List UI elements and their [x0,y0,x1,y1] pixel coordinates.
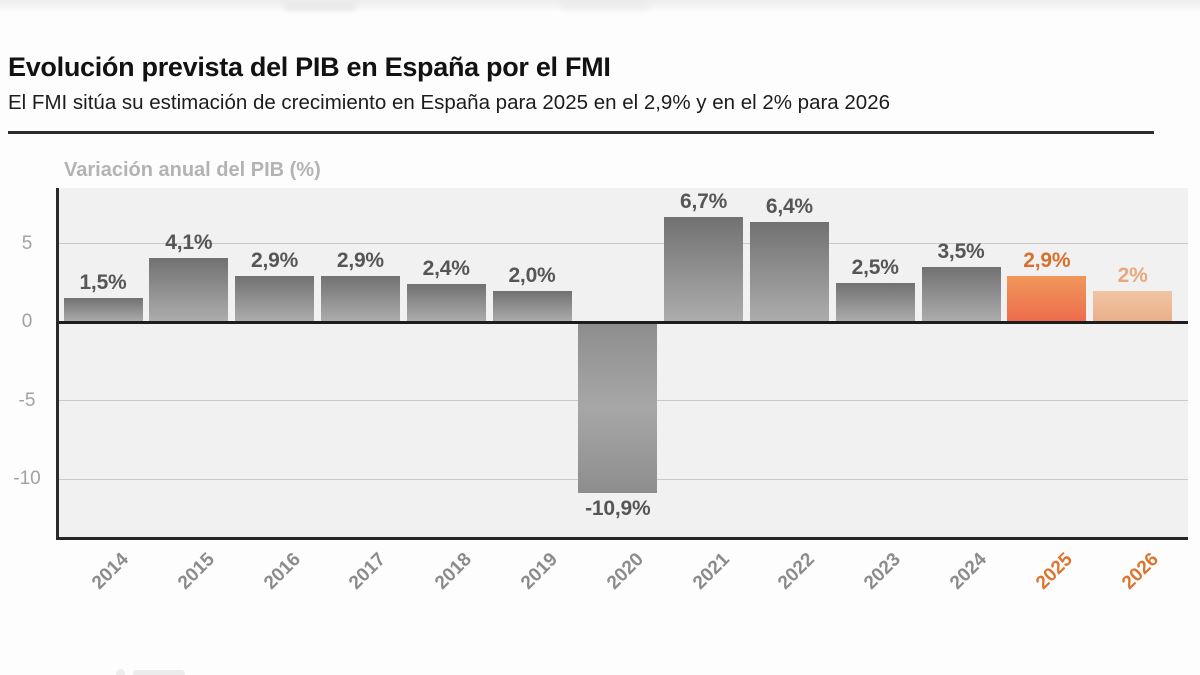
bar-value-label: 1,5% [79,271,127,295]
bar-value-label: 6,7% [680,189,728,213]
bar-value-label: 2,5% [851,255,899,279]
bar-2015 [149,257,229,322]
legend-bar-shape [133,670,185,675]
x-axis-label-2021: 2021 [688,549,734,594]
chart-title: Evolución prevista del PIB en España por… [8,52,611,82]
bar-2026 [1093,290,1173,322]
y-axis-title: Variación anual del PIB (%) [64,159,321,181]
x-axis-label-2015: 2015 [173,549,219,594]
bar-value-label: 2,9% [251,249,299,273]
gridline [59,243,1188,244]
x-axis-label-2022: 2022 [774,549,820,594]
x-axis-label-2016: 2016 [259,549,305,594]
bar-value-label: 2% [1117,263,1148,287]
x-axis-label-2026: 2026 [1117,549,1163,594]
x-axis-label-2017: 2017 [345,549,391,594]
top-edge-artifact [0,0,1200,14]
chart-subtitle: El FMI sitúa su estimación de crecimient… [8,91,891,114]
bar-2016 [235,276,315,322]
bar-2020 [578,322,658,494]
x-axis-label-2019: 2019 [517,549,562,594]
x-axis-label-2024: 2024 [946,549,991,594]
bar-2017 [320,276,400,322]
bar-value-label: 2,9% [1023,249,1071,273]
bar-2024 [921,267,1001,322]
bar-value-label: 3,5% [937,240,985,264]
bar-2025 [1007,276,1087,322]
bar-value-label: 6,4% [765,194,813,218]
x-axis-label-2014: 2014 [88,549,133,594]
bar-value-label: 2,0% [508,263,556,287]
bar-2022 [749,221,829,322]
zero-axis-line [59,320,1188,324]
y-axis-tick-label: 5 [21,232,33,254]
bar-value-label: 4,1% [165,230,213,254]
x-axis-label-2025: 2025 [1031,549,1077,594]
x-axis-label-2023: 2023 [860,549,906,594]
legend-dot-icon [116,669,125,675]
bar-2019 [492,290,572,322]
bar-value-label: 2,9% [336,249,384,273]
bar-2014 [63,298,143,322]
bar-2023 [835,282,915,322]
plot-area: 1,5% 4,1% 2,9% 2,9% 2,4% 2,0% -10,9% 6,7% 6,4% 2,… [56,188,1188,540]
bar-2021 [664,216,744,322]
y-axis-tick-label: -10 [13,468,41,489]
y-axis-tick-label: -5 [18,389,36,411]
bar-value-label: -10,9% [585,497,651,521]
header-divider [8,131,1154,134]
top-edge-smudge [283,2,357,11]
x-axis-label-2018: 2018 [431,549,477,594]
y-axis-tick-label: 0 [21,311,33,332]
bar-2018 [406,284,486,322]
x-axis-label-2020: 2020 [602,549,648,594]
top-edge-smudge [560,2,650,11]
bar-value-label: 2,4% [422,257,470,281]
